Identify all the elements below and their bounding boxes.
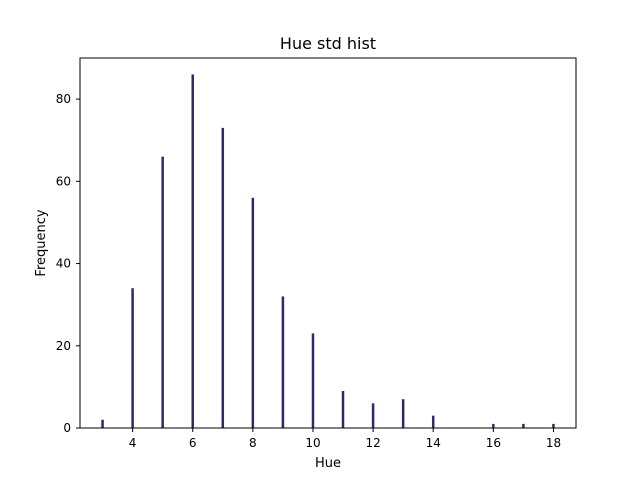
bar-3 xyxy=(101,419,104,428)
x-tick-label-16: 16 xyxy=(486,436,501,450)
bar-11 xyxy=(341,391,345,428)
bar-7 xyxy=(221,127,225,428)
bar-14 xyxy=(431,415,435,428)
x-tick-label-8: 8 xyxy=(249,436,257,450)
bar-12 xyxy=(371,403,375,428)
x-axis-label: Hue xyxy=(315,456,341,471)
x-tick-label-14: 14 xyxy=(426,436,441,450)
bar-9 xyxy=(281,296,285,428)
y-tick-label-0: 0 xyxy=(63,421,71,435)
y-tick-label-80: 80 xyxy=(56,92,71,106)
bar-8 xyxy=(251,197,255,428)
bar-13 xyxy=(401,399,405,428)
x-tick-label-10: 10 xyxy=(305,436,320,450)
bar-10 xyxy=(311,333,315,428)
bars-layer xyxy=(101,74,555,429)
x-tick-label-12: 12 xyxy=(365,436,380,450)
y-tick-label-40: 40 xyxy=(56,257,71,271)
bar-6 xyxy=(191,74,194,428)
plot-frame xyxy=(79,57,577,429)
bar-16 xyxy=(492,423,495,428)
x-tick-label-18: 18 xyxy=(546,436,561,450)
y-tick-label-60: 60 xyxy=(56,174,71,188)
ticks-layer: 4 6 8 10 12 14 16 18 0 20 40 60 80 xyxy=(56,92,561,450)
bar-4 xyxy=(131,288,134,428)
x-tick-label-4: 4 xyxy=(129,436,137,450)
bar-18 xyxy=(552,423,555,428)
chart-title: Hue std hist xyxy=(280,34,376,53)
y-tick-label-20: 20 xyxy=(56,339,71,353)
bar-17 xyxy=(522,423,525,428)
x-tick-label-6: 6 xyxy=(189,436,197,450)
y-axis-label: Frequency xyxy=(34,209,49,276)
bar-5 xyxy=(161,156,164,429)
